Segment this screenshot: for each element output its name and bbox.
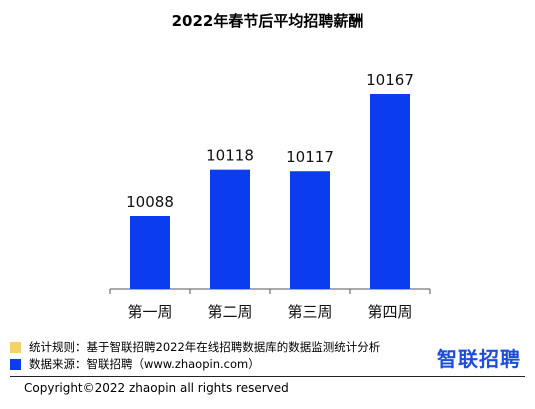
x-axis-ticks [109, 289, 431, 294]
category-label-1: 第一周 [127, 303, 172, 321]
footer-divider [10, 376, 525, 377]
value-label-3: 10117 [286, 148, 334, 166]
zhaopin-logo: 智联招聘 [437, 347, 521, 371]
value-label-1: 10088 [126, 193, 174, 211]
copyright-text: Copyright©2022 zhaopin all rights reserv… [24, 381, 289, 395]
category-label-2: 第二周 [207, 303, 252, 321]
data-source-note: 数据来源：智联招聘（www.zhaopin.com） [10, 356, 260, 372]
value-label-4: 10167 [366, 71, 414, 89]
bar-1 [130, 216, 170, 289]
data-source-text: 数据来源：智联招聘（www.zhaopin.com） [29, 357, 260, 371]
category-label-4: 第四周 [367, 303, 412, 321]
category-labels: 第一周 第二周 第三周 第四周 [127, 303, 412, 321]
bar-3 [290, 171, 330, 289]
stat-rule-swatch [10, 341, 21, 353]
bars [130, 94, 410, 289]
data-source-swatch [10, 358, 21, 370]
category-label-3: 第三周 [287, 303, 332, 321]
stat-rule-note: 统计规则：基于智联招聘2022年在线招聘数据库的数据监测统计分析 [10, 339, 380, 355]
chart-title: 2022年春节后平均招聘薪酬 [171, 12, 364, 30]
value-label-2: 10118 [206, 147, 254, 165]
bar-2 [210, 169, 250, 289]
value-labels: 10088 10118 10117 10167 [126, 71, 414, 211]
bar-4 [370, 94, 410, 289]
stat-rule-text: 统计规则：基于智联招聘2022年在线招聘数据库的数据监测统计分析 [29, 340, 381, 354]
